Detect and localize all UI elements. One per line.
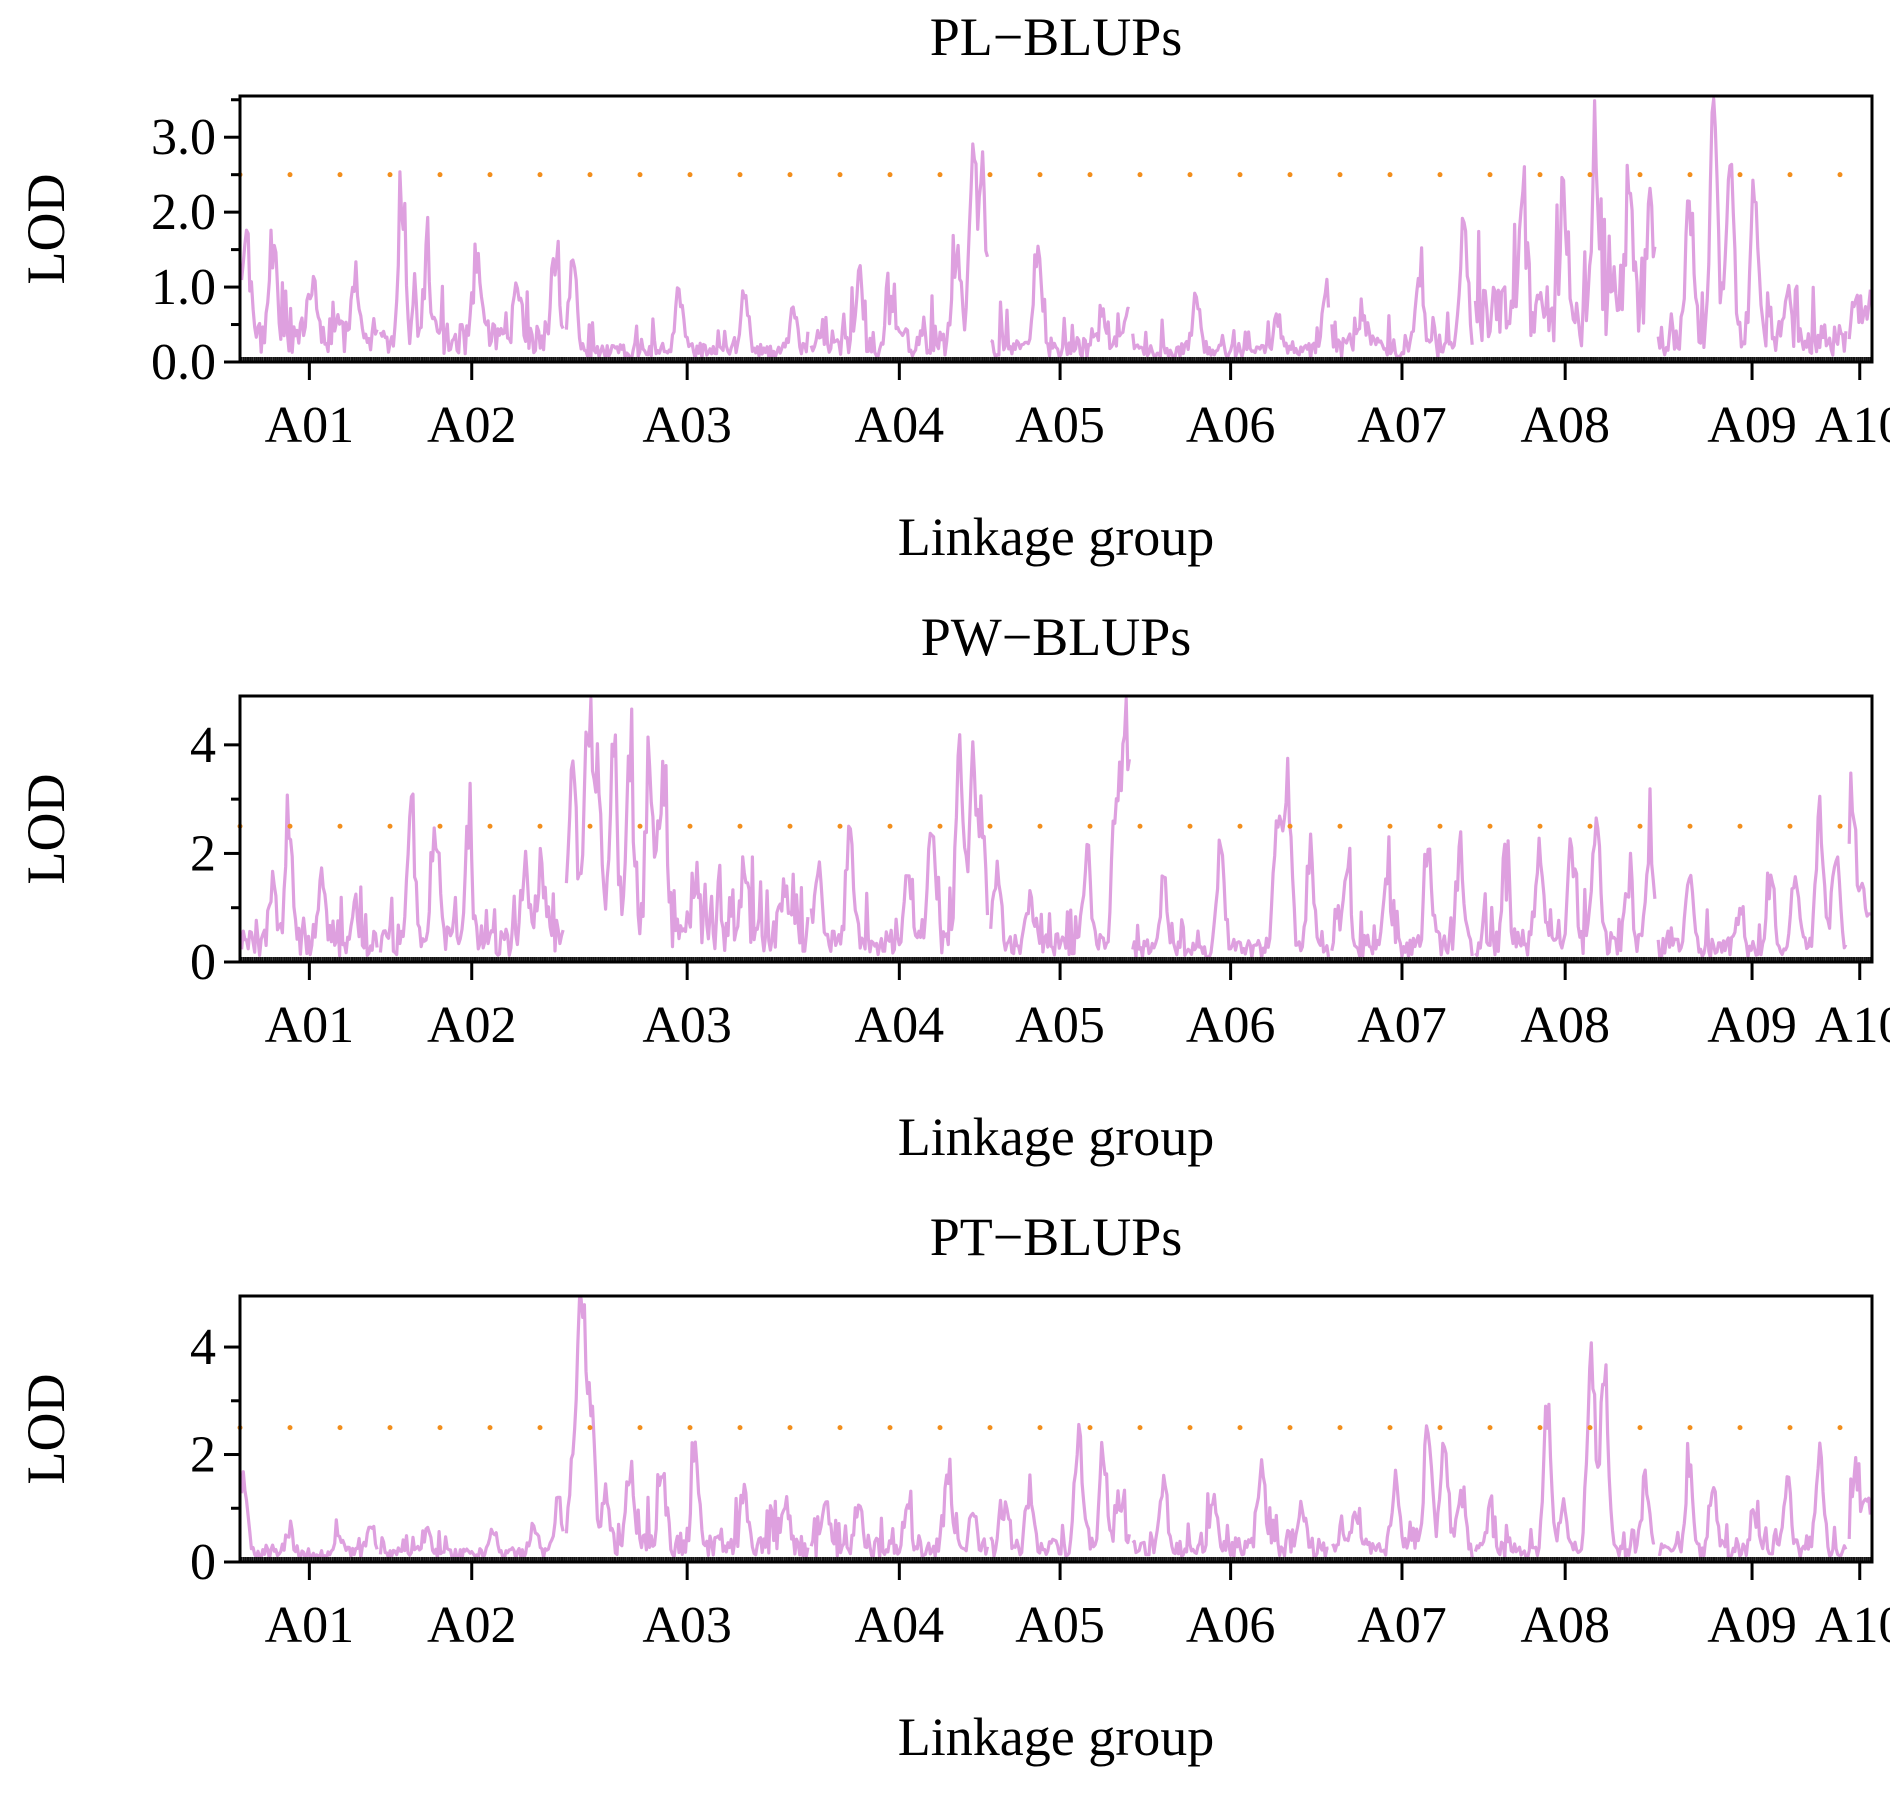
- x-tick-label: A09: [1707, 997, 1797, 1054]
- y-axis-label: LOD: [16, 774, 76, 885]
- y-tick-label: 0: [190, 1534, 216, 1591]
- x-tick-label: A10: [1815, 397, 1890, 454]
- x-tick-label: A05: [1015, 1597, 1105, 1654]
- x-tick-label: A05: [1015, 397, 1105, 454]
- chart-title: PT−BLUPs: [930, 1207, 1183, 1267]
- y-tick-label: 2: [190, 1427, 216, 1484]
- lod-curve-a05: [989, 1422, 1131, 1558]
- y-tick-label: 2: [190, 825, 216, 882]
- lod-curve-a09: [1656, 97, 1848, 357]
- lod-curve-a04: [809, 733, 990, 957]
- x-tick-label: A03: [642, 997, 732, 1054]
- y-tick-label: 1.0: [151, 259, 216, 316]
- lod-curve-a10: [1847, 1456, 1872, 1539]
- x-tick-label: A10: [1815, 1597, 1890, 1654]
- x-tick-label: A08: [1520, 997, 1610, 1054]
- lod-curve-a06: [1131, 277, 1331, 360]
- x-tick-label: A06: [1186, 397, 1276, 454]
- y-tick-label: 2.0: [151, 184, 216, 241]
- x-tick-label: A01: [265, 997, 355, 1054]
- lod-curve-a04: [809, 1457, 990, 1560]
- lod-curve-a03: [564, 258, 810, 361]
- lod-curve-a10: [1847, 771, 1871, 918]
- y-tick-label: 4: [190, 717, 216, 774]
- lod-curve-a05: [989, 697, 1131, 957]
- x-axis-label: Linkage group: [898, 507, 1214, 567]
- y-tick-label: 4: [190, 1319, 216, 1376]
- lod-curve-a06: [1131, 756, 1331, 960]
- lod-curve-a07: [1330, 216, 1474, 359]
- x-tick-label: A03: [642, 397, 732, 454]
- lod-curve-a05: [990, 244, 1130, 359]
- x-tick-label: A08: [1520, 1597, 1610, 1654]
- chart-svg: PL−BLUPs 0.0 1.0 2.0 3.0 A01 A02 A03 A04 A05 A06 A0…: [16, 7, 1890, 567]
- chart-title: PL−BLUPs: [930, 7, 1183, 67]
- lod-curve-a02: [378, 1495, 565, 1562]
- y-axis-label: LOD: [16, 1374, 76, 1485]
- chart-pt-blups: PT−BLUPs 0 2 4 A01 A02 A03 A04 A05 A06 A07 A08 A09 A1…: [0, 1200, 1890, 1800]
- x-tick-label: A07: [1357, 397, 1447, 454]
- x-tick-label: A04: [855, 397, 945, 454]
- plot-frame: [238, 1294, 1874, 1564]
- lod-curve-a06: [1131, 1458, 1329, 1559]
- chart-svg: PT−BLUPs 0 2 4 A01 A02 A03 A04 A05 A06 A07 A08 A09 A1…: [16, 1207, 1890, 1767]
- lod-curve-a07: [1330, 830, 1474, 959]
- x-tick-label: A08: [1520, 397, 1610, 454]
- x-tick-label: A04: [855, 1597, 945, 1654]
- x-tick-label: A01: [265, 1597, 355, 1654]
- x-tick-label: A02: [427, 1597, 517, 1654]
- x-axis-label: Linkage group: [898, 1707, 1214, 1767]
- x-tick-label: A03: [642, 1597, 732, 1654]
- x-tick-label: A06: [1186, 997, 1276, 1054]
- lod-curve-a08: [1473, 99, 1657, 348]
- plot-frame: [238, 94, 1874, 364]
- marker-rug: [240, 957, 1872, 961]
- y-axis-label: LOD: [16, 174, 76, 285]
- lod-curve-a01: [240, 1470, 379, 1561]
- x-axis-label: Linkage group: [898, 1107, 1214, 1167]
- lod-curve-a09: [1657, 1441, 1848, 1560]
- x-tick-label: A07: [1357, 997, 1447, 1054]
- lod-curve-a02: [378, 781, 565, 957]
- chart-pl-blups: PL−BLUPs 0.0 1.0 2.0 3.0 A01 A02 A03 A04 A05 A06 A0…: [0, 0, 1890, 600]
- lod-curve-a09: [1656, 794, 1848, 960]
- lod-curve-a03: [564, 1297, 810, 1559]
- x-tick-label: A09: [1707, 397, 1797, 454]
- y-tick-label: 0.0: [151, 334, 216, 391]
- lod-curve-a02: [378, 170, 565, 356]
- lod-curve-a01: [240, 793, 379, 958]
- plot-frame: [238, 694, 1874, 964]
- x-tick-label: A02: [427, 997, 517, 1054]
- lod-curve-a08: [1474, 787, 1657, 957]
- chart-title: PW−BLUPs: [921, 607, 1192, 667]
- lod-curve-a08: [1473, 1341, 1656, 1560]
- y-tick-label: 3.0: [151, 109, 216, 166]
- x-tick-label: A10: [1815, 997, 1890, 1054]
- y-tick-label: 0: [190, 934, 216, 991]
- chart-pw-blups: PW−BLUPs 0 2 4 A01 A02 A03 A04 A05 A06 A07 A08 A09 A1…: [0, 600, 1890, 1200]
- lod-curve-a03: [564, 697, 810, 953]
- x-tick-label: A09: [1707, 1597, 1797, 1654]
- x-tick-label: A05: [1015, 997, 1105, 1054]
- x-tick-label: A04: [855, 997, 945, 1054]
- lod-curve-a10: [1847, 289, 1872, 340]
- chart-svg: PW−BLUPs 0 2 4 A01 A02 A03 A04 A05 A06 A07 A08 A09 A1…: [16, 607, 1890, 1167]
- marker-rug: [240, 1557, 1872, 1561]
- x-tick-label: A01: [265, 397, 355, 454]
- lod-curve-a01: [240, 228, 379, 354]
- marker-rug: [240, 357, 1872, 361]
- lod-curve-a04: [809, 142, 990, 358]
- x-tick-label: A07: [1357, 1597, 1447, 1654]
- lod-curve-a07: [1331, 1424, 1474, 1558]
- x-tick-label: A02: [427, 397, 517, 454]
- x-tick-label: A06: [1186, 1597, 1276, 1654]
